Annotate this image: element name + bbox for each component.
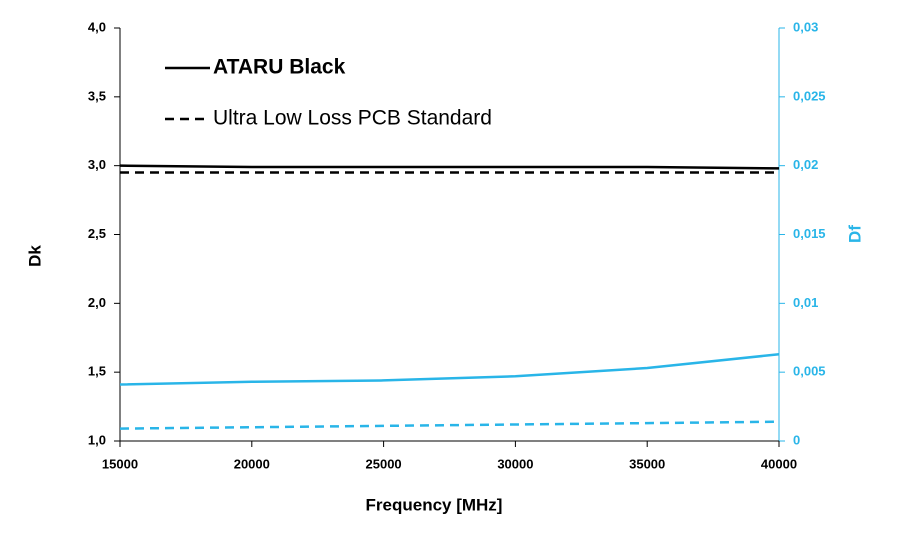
y2-tick-label: 0,015	[793, 226, 826, 241]
y-tick-label: 1,5	[88, 364, 106, 379]
y-tick-label: 4,0	[88, 19, 106, 34]
x-tick-label: 40000	[761, 456, 797, 471]
y2-tick-label: 0,03	[793, 19, 818, 34]
y2-tick-label: 0,01	[793, 295, 818, 310]
series-line	[119, 420, 780, 430]
y-tick-label: 2,0	[88, 295, 106, 310]
x-tick-label: 25000	[366, 456, 402, 471]
x-axis-label: Frequency [MHz]	[366, 495, 503, 514]
y-axis-label: Dk	[25, 245, 44, 267]
y2-axis-label: Df	[845, 225, 864, 243]
x-tick-label: 15000	[102, 456, 138, 471]
legend-label: Ultra Low Loss PCB Standard	[213, 107, 492, 130]
x-tick-label: 30000	[497, 456, 533, 471]
series-line	[119, 164, 780, 170]
y-tick-label: 2,5	[88, 226, 106, 241]
legend-label: ATARU Black	[213, 56, 346, 79]
y-tick-label: 3,5	[88, 88, 106, 103]
y-tick-label: 1,0	[88, 432, 106, 447]
series-line	[119, 353, 780, 386]
y2-tick-label: 0,005	[793, 364, 826, 379]
x-tick-label: 35000	[629, 456, 665, 471]
y2-tick-label: 0,02	[793, 157, 818, 172]
x-tick-label: 20000	[234, 456, 270, 471]
y-tick-label: 3,0	[88, 157, 106, 172]
y2-tick-label: 0,025	[793, 88, 826, 103]
y2-tick-label: 0	[793, 432, 800, 447]
